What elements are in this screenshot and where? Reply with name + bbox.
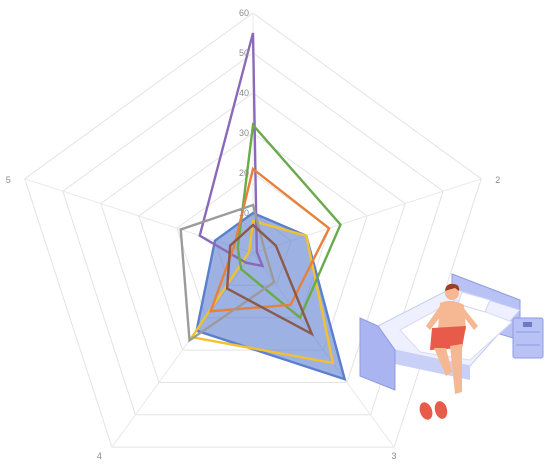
axis-label-4: 4 bbox=[97, 451, 102, 461]
tick-label-40: 40 bbox=[239, 88, 249, 98]
slipper-left bbox=[419, 402, 433, 420]
tick-label-50: 50 bbox=[239, 48, 249, 58]
man-left-arm bbox=[426, 306, 444, 330]
axis-label-2: 2 bbox=[495, 175, 500, 185]
man-right-arm bbox=[460, 306, 478, 330]
bed-footboard bbox=[359, 317, 396, 391]
axis-label-3: 3 bbox=[392, 451, 397, 461]
tick-label-30: 30 bbox=[239, 128, 249, 138]
nightstand bbox=[512, 317, 544, 359]
man-right-leg bbox=[450, 344, 462, 394]
man-hair bbox=[445, 283, 460, 291]
pillow bbox=[457, 291, 491, 313]
man-shorts bbox=[430, 326, 466, 350]
tick-label-60: 60 bbox=[239, 8, 249, 18]
man-left-leg bbox=[434, 348, 452, 376]
grid-ring-40 bbox=[100, 92, 406, 383]
axis-label-5: 5 bbox=[6, 175, 11, 185]
grid-ring-50 bbox=[62, 52, 444, 416]
slipper-right bbox=[434, 401, 448, 419]
series-2-polygon bbox=[189, 219, 335, 365]
grid-ring-60 bbox=[24, 12, 482, 448]
series-4-polygon bbox=[236, 122, 342, 320]
series-5-polygon bbox=[208, 166, 331, 313]
radar-series bbox=[179, 32, 347, 382]
series-6-polygon bbox=[179, 203, 276, 343]
tick-label-20: 20 bbox=[239, 168, 249, 178]
tick-label-10: 10 bbox=[239, 208, 249, 218]
series-7-polygon bbox=[225, 223, 315, 337]
man-on-bed-illustration bbox=[359, 273, 544, 420]
man-torso bbox=[438, 300, 466, 330]
radar-labels: 10 20 30 40 50 60 2 3 4 5 bbox=[6, 8, 501, 461]
